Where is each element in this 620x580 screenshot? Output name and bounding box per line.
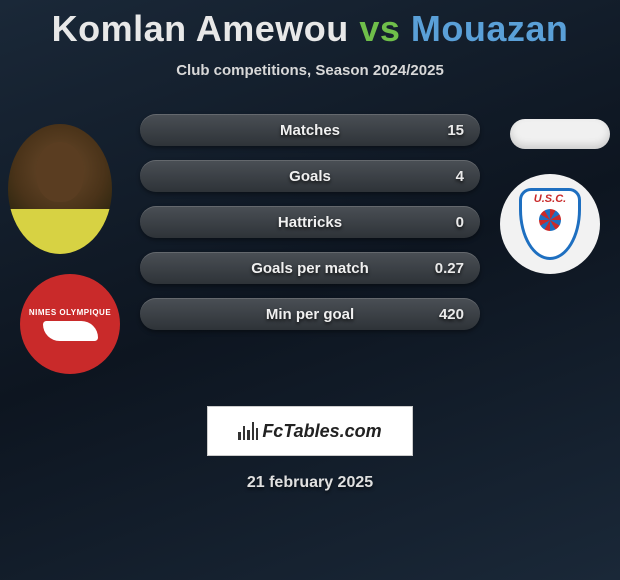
player2-club-badge: U.S.C. — [500, 174, 600, 274]
stat-value: 15 — [447, 122, 464, 139]
stat-value: 0 — [456, 214, 464, 231]
player2-avatar — [510, 119, 610, 149]
stat-bar-matches: Matches 15 — [140, 114, 480, 146]
stat-value: 4 — [456, 168, 464, 185]
player2-name: Mouazan — [411, 8, 569, 49]
crocodile-icon — [43, 321, 98, 341]
vs-label: vs — [359, 8, 400, 49]
comparison-stage: NIMES OLYMPIQUE U.S.C. Matches 15 Goals … — [0, 114, 620, 384]
stat-label: Goals — [289, 168, 331, 185]
stat-bar-goals: Goals 4 — [140, 160, 480, 192]
stat-label: Min per goal — [266, 306, 354, 323]
club-left-name: NIMES OLYMPIQUE — [29, 308, 111, 317]
stat-label: Goals per match — [251, 260, 369, 277]
player1-avatar — [8, 124, 112, 254]
subtitle: Club competitions, Season 2024/2025 — [0, 62, 620, 79]
stat-bars: Matches 15 Goals 4 Hattricks 0 Goals per… — [140, 114, 480, 344]
site-name: FcTables.com — [262, 421, 381, 442]
comparison-title: Komlan Amewou vs Mouazan — [0, 0, 620, 50]
chart-icon — [238, 422, 258, 440]
stat-bar-min-per-goal: Min per goal 420 — [140, 298, 480, 330]
player1-jersey — [8, 209, 112, 254]
snapshot-date: 21 february 2025 — [0, 474, 620, 492]
ball-icon — [539, 209, 561, 231]
club-right-initials: U.S.C. — [534, 193, 566, 205]
player1-name: Komlan Amewou — [52, 8, 349, 49]
club-shield-icon: U.S.C. — [519, 188, 581, 260]
stat-label: Matches — [280, 122, 340, 139]
stat-value: 0.27 — [435, 260, 464, 277]
stat-bar-goals-per-match: Goals per match 0.27 — [140, 252, 480, 284]
stat-value: 420 — [439, 306, 464, 323]
stat-bar-hattricks: Hattricks 0 — [140, 206, 480, 238]
stat-label: Hattricks — [278, 214, 342, 231]
site-branding[interactable]: FcTables.com — [207, 406, 413, 456]
player1-club-badge: NIMES OLYMPIQUE — [20, 274, 120, 374]
